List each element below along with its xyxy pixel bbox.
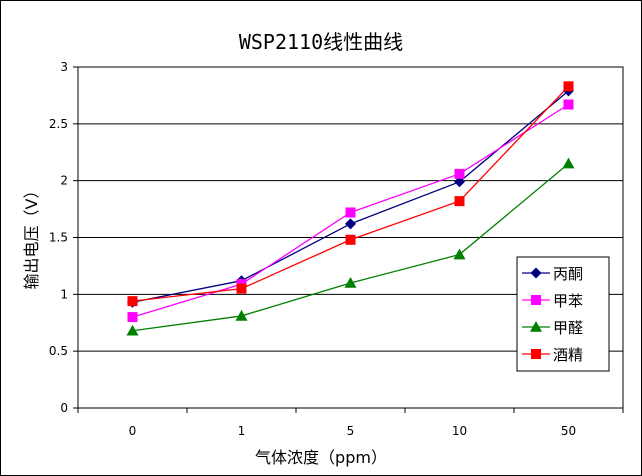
- x-axis-label: 气体浓度（ppm）: [255, 448, 387, 467]
- legend-label: 丙酮: [553, 265, 583, 283]
- data-point: [454, 168, 465, 179]
- data-point: [344, 276, 357, 288]
- x-tick-label: 0: [129, 424, 137, 438]
- legend-label: 甲醛: [553, 319, 583, 337]
- data-point: [127, 312, 138, 323]
- data-point: [127, 296, 138, 307]
- y-axis-label: 输出电压（V）: [22, 183, 41, 290]
- data-point: [454, 196, 465, 207]
- data-point: [126, 324, 139, 336]
- data-point: [235, 309, 248, 321]
- data-point: [345, 218, 356, 230]
- data-point: [563, 99, 574, 110]
- data-point: [562, 157, 575, 169]
- y-tick-label: 0.5: [49, 344, 68, 358]
- y-tick-label: 1: [60, 287, 68, 301]
- legend-item: 甲苯: [522, 292, 583, 310]
- data-point: [345, 234, 356, 245]
- series-3: [126, 157, 575, 336]
- legend-label: 甲苯: [553, 292, 583, 310]
- chart-title: WSP2110线性曲线: [239, 30, 403, 54]
- y-tick-label: 2: [60, 174, 68, 188]
- data-point: [453, 248, 466, 260]
- legend-item: 酒精: [522, 346, 583, 364]
- y-tick-label: 1.5: [49, 231, 68, 245]
- x-tick-label: 5: [347, 424, 355, 438]
- y-tick-label: 3: [60, 60, 68, 74]
- y-tick-label: 0: [60, 401, 68, 415]
- y-tick-label: 2.5: [49, 117, 68, 131]
- data-point: [236, 283, 247, 294]
- x-tick-label: 10: [452, 424, 467, 438]
- x-tick-label: 50: [561, 424, 576, 438]
- x-tick-label: 1: [238, 424, 246, 438]
- legend-marker: [530, 267, 542, 279]
- legend-marker: [530, 321, 542, 332]
- legend-marker: [531, 349, 541, 359]
- legend-item: 丙酮: [522, 265, 583, 283]
- data-point: [563, 81, 574, 92]
- data-point: [345, 207, 356, 218]
- legend-marker: [531, 295, 541, 305]
- data-point: [454, 176, 465, 188]
- legend-item: 甲醛: [522, 319, 583, 337]
- legend-label: 酒精: [553, 346, 583, 364]
- plot-area: 0 0.5 1 1.5 2 2.5 3 0 1 5 10 50: [49, 60, 624, 438]
- series-4: [127, 81, 574, 307]
